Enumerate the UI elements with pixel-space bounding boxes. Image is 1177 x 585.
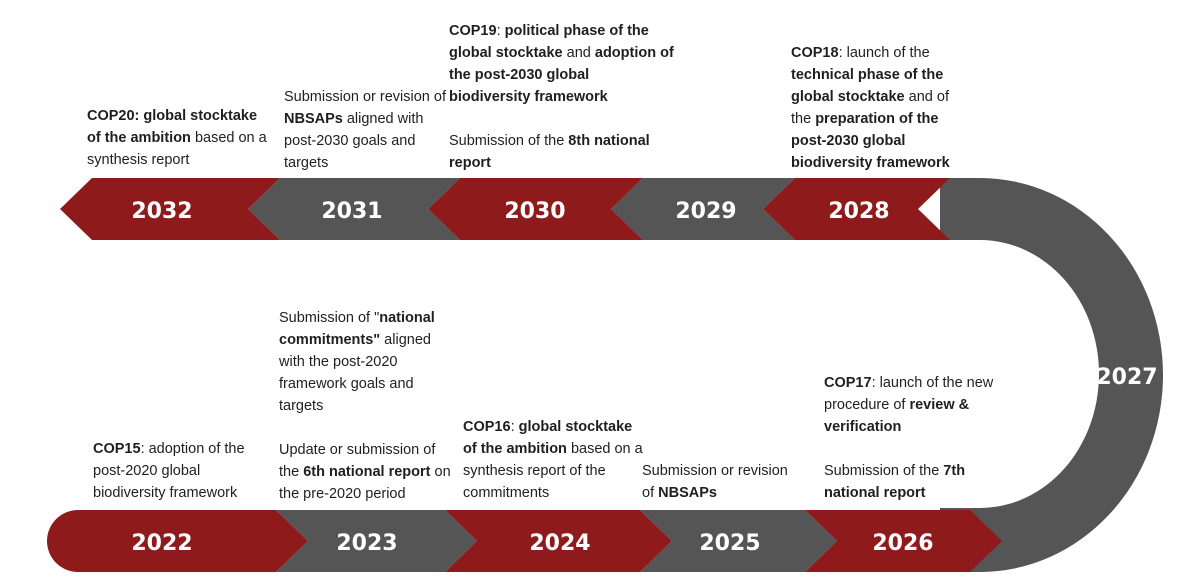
- year-label-2023: 2023: [336, 531, 397, 556]
- note-2030: COP19: political phase of the global sto…: [449, 23, 674, 171]
- arrow-2024: [445, 510, 672, 572]
- note-2031: Submission or revision of NBSAPs aligned…: [284, 89, 446, 171]
- year-label-2022: 2022: [131, 531, 192, 556]
- note-2023: Submission of "national commitments" ali…: [279, 310, 451, 502]
- note-2026: COP17: launch of the new procedure of re…: [824, 375, 994, 501]
- arrow-2022: [47, 510, 308, 572]
- year-label-2024: 2024: [529, 531, 590, 556]
- arrow-2032: [60, 178, 280, 240]
- year-label-2025: 2025: [699, 531, 760, 556]
- arrow-2023: [276, 510, 477, 572]
- arrow-2028: [763, 178, 950, 240]
- arrow-2026: [805, 510, 1002, 572]
- year-label-2026: 2026: [872, 531, 933, 556]
- year-label-2027: 2027: [1096, 365, 1157, 390]
- note-2028: COP18: launch of the technical phase of …: [791, 45, 950, 171]
- arrow-2030: [428, 178, 643, 240]
- note-2032: COP20: global stocktake of the ambition …: [87, 108, 267, 168]
- year-label-2030: 2030: [504, 199, 565, 224]
- arrow-2025: [640, 510, 837, 572]
- note-2024: COP16: global stocktake of the ambition …: [463, 419, 643, 501]
- year-label-2032: 2032: [131, 199, 192, 224]
- note-2025: Submission or revision of NBSAPs: [642, 463, 788, 501]
- year-label-2028: 2028: [828, 199, 889, 224]
- arrow-2031: [248, 178, 460, 240]
- year-label-2031: 2031: [321, 199, 382, 224]
- arrow-2029: [611, 178, 795, 240]
- uturn-2027: [940, 178, 1163, 572]
- year-label-2029: 2029: [675, 199, 736, 224]
- note-2022: COP15: adoption of the post-2020 global …: [93, 441, 245, 501]
